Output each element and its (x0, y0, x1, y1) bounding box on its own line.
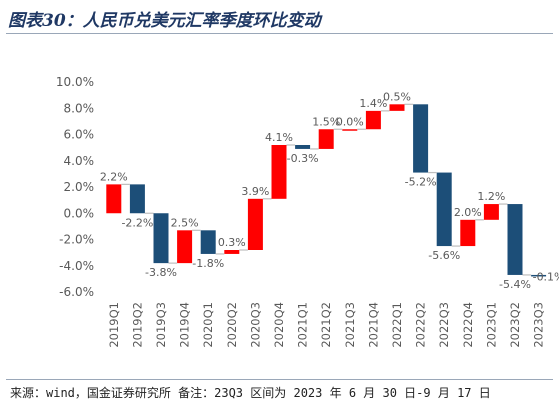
y-tick-label: 0.0% (64, 206, 95, 220)
data-label: -1.8% (192, 257, 224, 270)
x-tick-label: 2019Q2 (130, 302, 144, 348)
bar-2021Q4 (365, 110, 381, 130)
footer-divider (6, 379, 553, 380)
x-tick-label: 2022Q4 (461, 302, 475, 348)
x-tick-label: 2022Q3 (437, 302, 451, 348)
x-tick-label: 2020Q1 (201, 302, 215, 348)
data-label: -5.4% (499, 278, 531, 291)
chart-title: 图表30：人民币兑美元汇率季度环比变动 (8, 11, 321, 31)
x-tick-label: 2021Q2 (319, 302, 333, 348)
x-tick-label: 2022Q1 (390, 302, 404, 348)
x-tick-label: 2023Q2 (508, 302, 522, 348)
y-tick-label: 10.0% (56, 75, 94, 89)
x-tick-label: 2019Q1 (107, 302, 121, 348)
bar-2023Q3 (531, 274, 547, 277)
bar-2019Q3 (153, 213, 169, 264)
data-label: 2.0% (454, 206, 482, 219)
bar-2021Q2 (318, 129, 334, 149)
y-tick-label: 4.0% (64, 154, 95, 168)
data-label: -5.6% (428, 249, 460, 262)
data-label: 1.5% (312, 115, 340, 128)
x-tick-label: 2022Q2 (414, 302, 428, 348)
data-label: 2.5% (171, 216, 199, 229)
data-label: -0.3% (287, 152, 319, 165)
source-note: 来源：wind，国金证券研究所 备注：23Q3 区间为 2023 年 6 月 3… (10, 386, 491, 400)
y-tick-label: 6.0% (64, 128, 95, 142)
bar-2022Q4 (460, 219, 476, 247)
waterfall-chart: 10.0% 8.0% 6.0% 4.0% 2.0% 0.0% -2.0% -4.0% -6.0%… (56, 75, 559, 348)
bar-2022Q1 (389, 104, 405, 111)
bar-2022Q2 (413, 104, 429, 173)
connectors (121, 103, 532, 276)
bar-2023Q2 (507, 204, 523, 275)
data-label: -2.2% (121, 216, 153, 229)
data-label: 2.2% (100, 170, 128, 183)
bar-2021Q1 (295, 145, 311, 149)
y-tick-label: -4.0% (59, 259, 94, 273)
bar-2020Q2 (224, 250, 240, 254)
data-labels: 2.2% -2.2% -3.8% 2.5% -1.8% 0.3% 3.9% 4.1% -0.3%… (100, 90, 559, 291)
x-tick-label: 2020Q3 (248, 302, 262, 348)
x-tick-label: 2019Q4 (178, 302, 192, 348)
x-tick-label: 2021Q3 (343, 302, 357, 348)
bar-2020Q1 (200, 230, 216, 254)
data-label: 4.1% (265, 131, 293, 144)
y-tick-label: -2.0% (59, 233, 94, 247)
y-tick-label: -6.0% (59, 285, 94, 299)
bar-2020Q3 (247, 198, 263, 250)
data-label: 0.5% (383, 90, 411, 103)
x-tick-label: 2021Q4 (366, 302, 380, 348)
data-label: 3.9% (241, 185, 269, 198)
x-tick-label: 2023Q1 (484, 302, 498, 348)
bar-2019Q1 (106, 184, 122, 214)
data-label: 1.2% (477, 190, 505, 203)
bars (106, 104, 547, 277)
x-axis: 2019Q1 2019Q2 2019Q3 2019Q4 2020Q1 2020Q2 2020… (107, 302, 546, 348)
data-label: -3.8% (145, 266, 177, 279)
bar-2020Q4 (271, 145, 287, 199)
y-tick-label: 2.0% (64, 180, 95, 194)
data-label: 1.4% (359, 97, 387, 110)
data-label: 0.3% (218, 236, 246, 249)
data-label: -0.1% (533, 270, 559, 283)
bar-2023Q1 (483, 204, 499, 220)
y-tick-label: 8.0% (64, 101, 95, 115)
x-tick-label: 2021Q1 (296, 302, 310, 348)
bar-2021Q3 (342, 129, 358, 131)
x-tick-label: 2019Q3 (154, 302, 168, 348)
bar-2019Q4 (177, 230, 193, 264)
x-tick-label: 2023Q3 (532, 302, 546, 348)
title-divider (6, 33, 553, 34)
x-tick-label: 2020Q2 (225, 302, 239, 348)
y-axis: 10.0% 8.0% 6.0% 4.0% 2.0% 0.0% -2.0% -4.0% -6.0% (56, 75, 94, 299)
bar-2019Q2 (129, 184, 145, 214)
x-tick-label: 2020Q4 (272, 302, 286, 348)
bar-2022Q3 (436, 172, 452, 247)
data-label: -5.2% (405, 176, 437, 189)
data-label: 0.0% (336, 115, 364, 128)
